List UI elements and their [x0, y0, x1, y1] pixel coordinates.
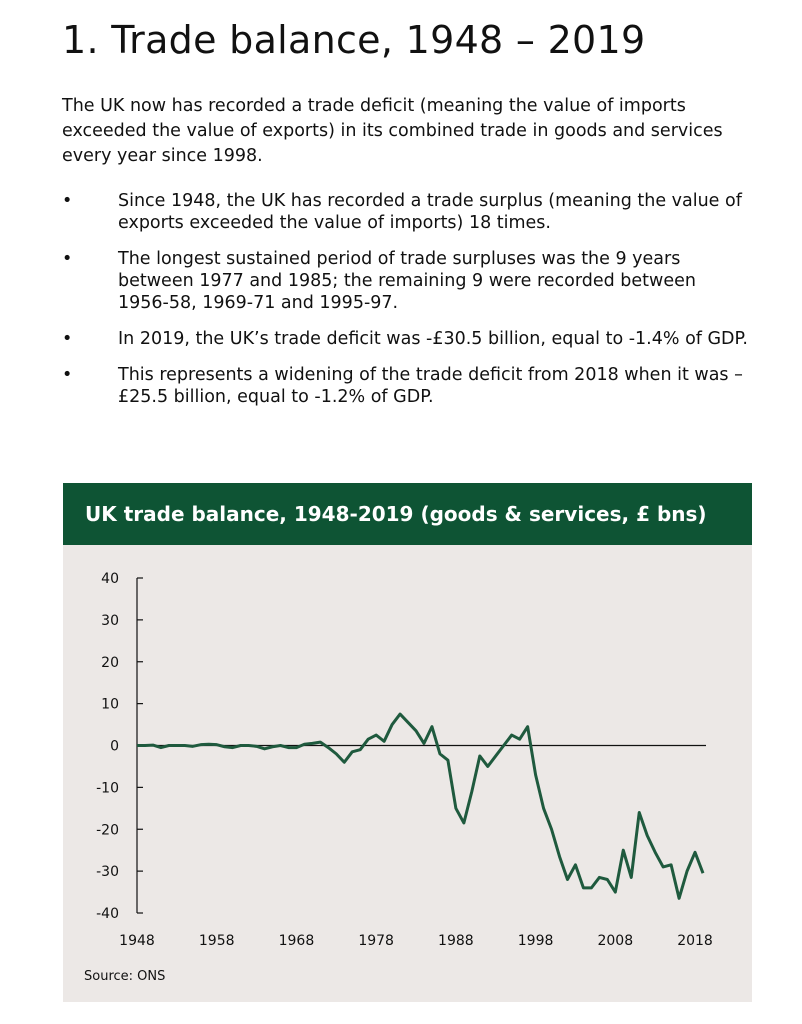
trade-balance-series: [137, 712, 705, 900]
bullet-item: • This represents a widening of the trade…: [62, 364, 752, 408]
x-tick-label: 2008: [597, 933, 633, 949]
y-tick-label: 20: [101, 655, 119, 671]
y-tick-label: 40: [101, 571, 119, 587]
y-tick-label: -10: [96, 780, 119, 796]
bullet-icon: •: [62, 365, 73, 385]
bullet-item: • Since 1948, the UK has recorded a trade…: [62, 190, 752, 234]
y-tick-label: -20: [96, 822, 119, 838]
x-tick-label: 1948: [119, 933, 155, 949]
y-tick-label: 30: [101, 613, 119, 629]
y-tick-label: -40: [96, 906, 119, 922]
bullet-text: This represents a widening of the trade …: [118, 365, 743, 407]
bullet-text: Since 1948, the UK has recorded a trade …: [118, 191, 742, 233]
bullet-icon: •: [62, 329, 73, 349]
bullet-list: • Since 1948, the UK has recorded a trade…: [62, 190, 752, 422]
y-tick-label: -30: [96, 864, 119, 880]
x-tick-label: 2018: [677, 933, 713, 949]
y-tick-label: 10: [101, 697, 119, 713]
y-tick-label: 0: [110, 739, 119, 755]
bullet-text: In 2019, the UK’s trade deficit was -£30…: [118, 329, 748, 349]
bullet-item: • In 2019, the UK’s trade deficit was -£3…: [62, 328, 752, 350]
chart-panel: UK trade balance, 1948-2019 (goods & ser…: [63, 483, 752, 1002]
chart-source: Source: ONS: [84, 969, 166, 984]
bullet-icon: •: [62, 249, 73, 269]
x-tick-label: 1978: [358, 933, 394, 949]
bullet-text: The longest sustained period of trade su…: [118, 249, 696, 313]
page-title: 1. Trade balance, 1948 – 2019: [62, 18, 646, 62]
chart-title: UK trade balance, 1948-2019 (goods & ser…: [63, 483, 752, 545]
x-tick-label: 1998: [518, 933, 554, 949]
x-tick-label: 1958: [199, 933, 235, 949]
bullet-item: • The longest sustained period of trade s…: [62, 248, 752, 314]
bullet-icon: •: [62, 191, 73, 211]
x-tick-label: 1968: [279, 933, 315, 949]
x-tick-label: 1988: [438, 933, 474, 949]
intro-paragraph: The UK now has recorded a trade deficit …: [62, 96, 723, 166]
